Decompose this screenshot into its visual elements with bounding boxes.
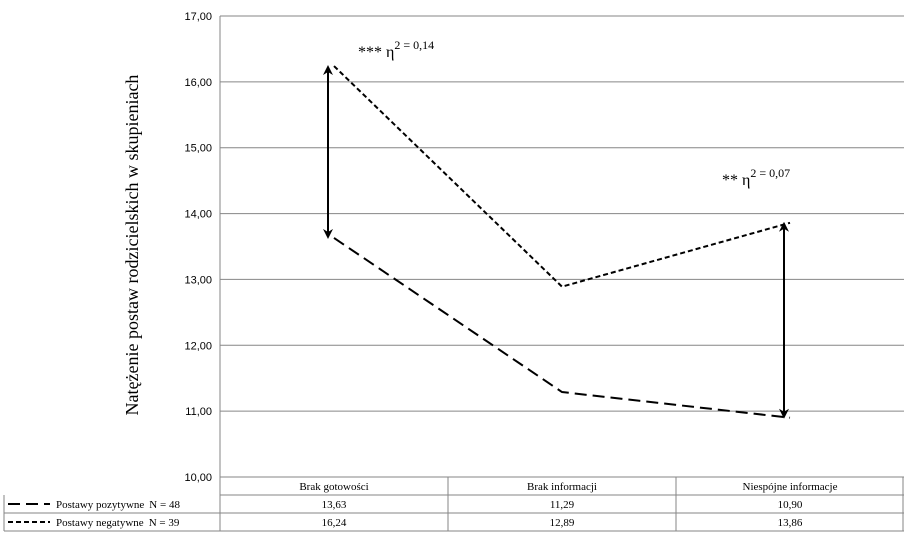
y-tick-label: 16,00 [184,77,212,89]
y-axis-ticks: 10,00 11,00 12,00 13,00 14,00 15,00 16,00 17,00 [184,11,212,484]
table-value: 16,24 [322,517,347,529]
y-axis-label: Natężenie postaw rodzicielskich w skupie… [122,75,142,416]
table-value: 13,86 [778,517,803,529]
y-tick-label: 14,00 [184,209,212,221]
data-table: Brak gotowości Brak informacji Niespójne i… [3,477,904,532]
significance-annotations: *** η2 = 0,14 ** η2 = 0,07 [323,38,790,419]
category-label: Brak gotowości [299,481,368,493]
significance-label: ** η2 = 0,07 [722,166,790,189]
y-tick-label: 11,00 [185,406,212,418]
table-value: 12,89 [550,517,575,529]
table-value: 13,63 [322,499,347,511]
y-tick-label: 12,00 [184,340,212,352]
y-tick-label: 17,00 [184,11,212,23]
y-tick-label: 10,00 [184,472,212,484]
significance-label: *** η2 = 0,14 [358,38,434,61]
series-line-negative [333,65,791,288]
legend-label: Postawy pozytywne N = 48 [56,499,180,511]
y-tick-label: 15,00 [184,143,212,155]
category-label: Niespójne informacje [743,481,838,493]
y-tick-label: 13,00 [184,274,212,286]
table-value: 10,90 [778,499,803,511]
grid-lines [219,15,904,478]
series-lines [333,65,791,419]
series-line-positive [333,237,791,419]
table-value: 11,29 [550,499,575,511]
legend-label: Postawy negatywne N = 39 [56,517,180,529]
category-label: Brak informacji [527,481,597,493]
